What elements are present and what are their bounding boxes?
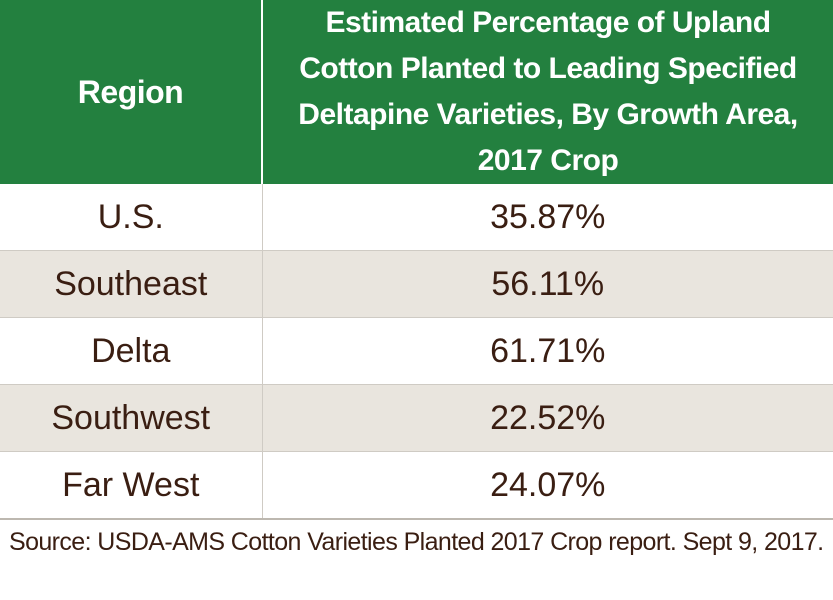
region-cell: Delta (0, 317, 263, 385)
table-row: Southeast 56.11% (0, 250, 833, 318)
percentage-cell: 22.52% (262, 384, 833, 452)
percentage-cell: 24.07% (262, 451, 833, 520)
region-cell: Southwest (0, 384, 263, 452)
table-row: U.S. 35.87% (0, 184, 833, 251)
table-body: U.S. 35.87% Southeast 56.11% Delta 61.71… (0, 184, 833, 520)
percentage-cell: 35.87% (262, 184, 833, 251)
table-header: Region Estimated Percentage of Upland Co… (0, 0, 833, 184)
column-header-region: Region (0, 0, 263, 184)
source-note: Source: USDA-AMS Cotton Varieties Plante… (9, 528, 824, 556)
region-cell: Southeast (0, 250, 263, 318)
table-row: Delta 61.71% (0, 317, 833, 385)
table-row: Far West 24.07% (0, 451, 833, 520)
percentage-cell: 61.71% (262, 317, 833, 385)
region-cell: U.S. (0, 184, 263, 251)
column-header-percentage: Estimated Percentage of Upland Cotton Pl… (262, 0, 833, 184)
data-table: Region Estimated Percentage of Upland Co… (0, 0, 833, 520)
percentage-cell: 56.11% (262, 250, 833, 318)
table-row: Southwest 22.52% (0, 384, 833, 452)
header-row: Region Estimated Percentage of Upland Co… (0, 0, 833, 184)
region-cell: Far West (0, 451, 263, 520)
data-table-container: Region Estimated Percentage of Upland Co… (0, 0, 833, 520)
